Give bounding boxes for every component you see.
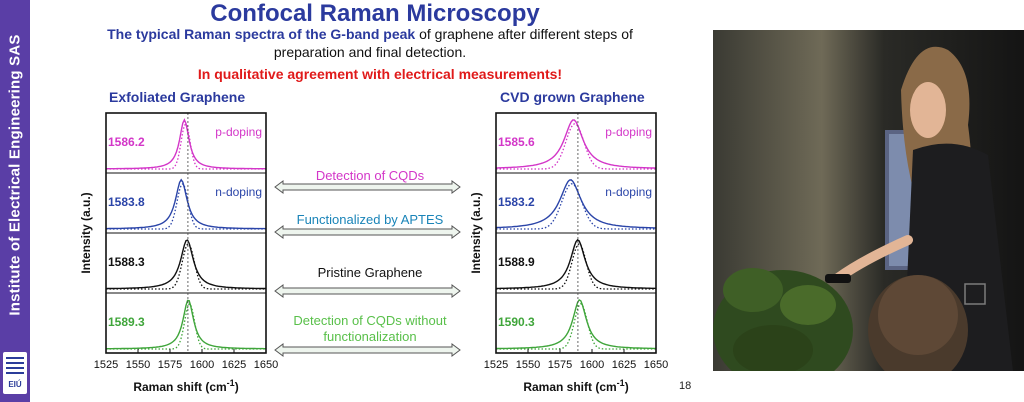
x-tick-label: 1625	[612, 359, 636, 371]
x-tick-label: 1650	[644, 359, 668, 371]
arrows-layer	[274, 180, 461, 357]
x-tick-label: 1525	[484, 359, 508, 371]
spectrum-curve	[106, 299, 266, 350]
doping-label: p-doping	[605, 125, 652, 139]
doping-label: n-doping	[215, 185, 262, 199]
institute-name: Institute of Electrical Engineering SAS	[6, 34, 24, 316]
peak-position-label: 1588.3	[108, 255, 145, 269]
logo-text: EIÚ	[8, 380, 22, 389]
y-axis-label: Intensity (a.u.)	[79, 192, 93, 273]
chart-exfoliated: 1586.2 p-doping 1583.8 n-doping 1588.3 1589.3…	[79, 112, 278, 394]
spectrum-curve	[496, 298, 656, 350]
spectrum-curve	[496, 238, 657, 290]
arrow-label-pristine: Pristine Graphene	[317, 265, 423, 280]
slide-number: 18	[679, 380, 692, 392]
fit-curve	[496, 183, 656, 230]
double-arrow	[274, 284, 461, 298]
x-tick-label: 1550	[126, 359, 150, 371]
right-panel-title: CVD grown Graphene	[500, 89, 645, 105]
x-tick-label: 1650	[254, 359, 278, 371]
peak-position-label: 1586.2	[108, 135, 145, 149]
peak-position-label: 1589.3	[108, 315, 145, 329]
x-axis-label-sup: -1	[617, 378, 625, 388]
x-axis-label: Raman shift (cm-1)	[523, 378, 628, 394]
peak-position-label: 1588.9	[498, 255, 535, 269]
x-axis-label: Raman shift (cm-1)	[133, 378, 238, 394]
x-axis-label-main: Raman shift (cm	[133, 380, 226, 394]
double-arrow	[274, 180, 461, 194]
x-tick-label: 1600	[190, 359, 214, 371]
x-axis-label-close: )	[625, 380, 629, 394]
arrow-label-functionalized: Functionalized by APTES	[296, 212, 444, 227]
speaker-video-scene	[713, 30, 1024, 371]
plot-frame	[495, 112, 657, 354]
x-axis-label-close: )	[235, 380, 239, 394]
spectrum-curve	[496, 119, 657, 169]
peak-position-label: 1590.3	[498, 315, 535, 329]
x-tick-label: 1600	[580, 359, 604, 371]
doping-label: p-doping	[215, 125, 262, 139]
x-axis-label-main: Raman shift (cm	[523, 380, 616, 394]
spectrum-curve	[106, 178, 267, 230]
peak-position-label: 1585.6	[498, 135, 535, 149]
plot-frame	[105, 112, 267, 354]
peak-position-label: 1583.2	[498, 195, 535, 209]
spectrum-curve	[495, 179, 656, 229]
x-tick-label: 1625	[222, 359, 246, 371]
institute-sidebar: Institute of Electrical Engineering SAS …	[0, 0, 30, 402]
spectrum-curve	[105, 239, 266, 290]
fit-curve	[106, 243, 266, 290]
spectrum-curve	[106, 118, 267, 170]
x-tick-label: 1550	[516, 359, 540, 371]
fit-curve	[106, 302, 266, 350]
x-tick-label: 1575	[548, 359, 572, 371]
y-axis-label: Intensity (a.u.)	[469, 192, 483, 273]
subtitle-highlight: The typical Raman spectra of the G-band …	[107, 26, 416, 42]
peak-position-label: 1583.8	[108, 195, 145, 209]
x-axis-label-sup: -1	[227, 378, 235, 388]
arrow-label-without-functionalization: Detection of CQDs without functionalizat…	[293, 313, 447, 344]
institute-logo: EIÚ	[3, 352, 27, 394]
doping-label: n-doping	[605, 185, 652, 199]
speaker-video	[713, 30, 1024, 371]
left-panel-title: Exfoliated Graphene	[109, 89, 246, 105]
subtitle-rest: of graphene after different steps of pre…	[273, 26, 633, 60]
x-tick-label: 1575	[158, 359, 182, 371]
x-tick-label: 1525	[94, 359, 118, 371]
double-arrow	[274, 343, 461, 357]
agreement-statement: In qualitative agreement with electrical…	[197, 66, 563, 82]
slide-title: Confocal Raman Microscopy	[210, 0, 540, 27]
arrow-label-detection: Detection of CQDs	[315, 168, 425, 183]
slide-subtitle: The typical Raman spectra of the G-band …	[70, 25, 670, 61]
double-arrow	[274, 225, 461, 239]
chart-cvd: 1585.6 p-doping 1583.2 n-doping 1588.9 1590.3…	[469, 112, 668, 394]
